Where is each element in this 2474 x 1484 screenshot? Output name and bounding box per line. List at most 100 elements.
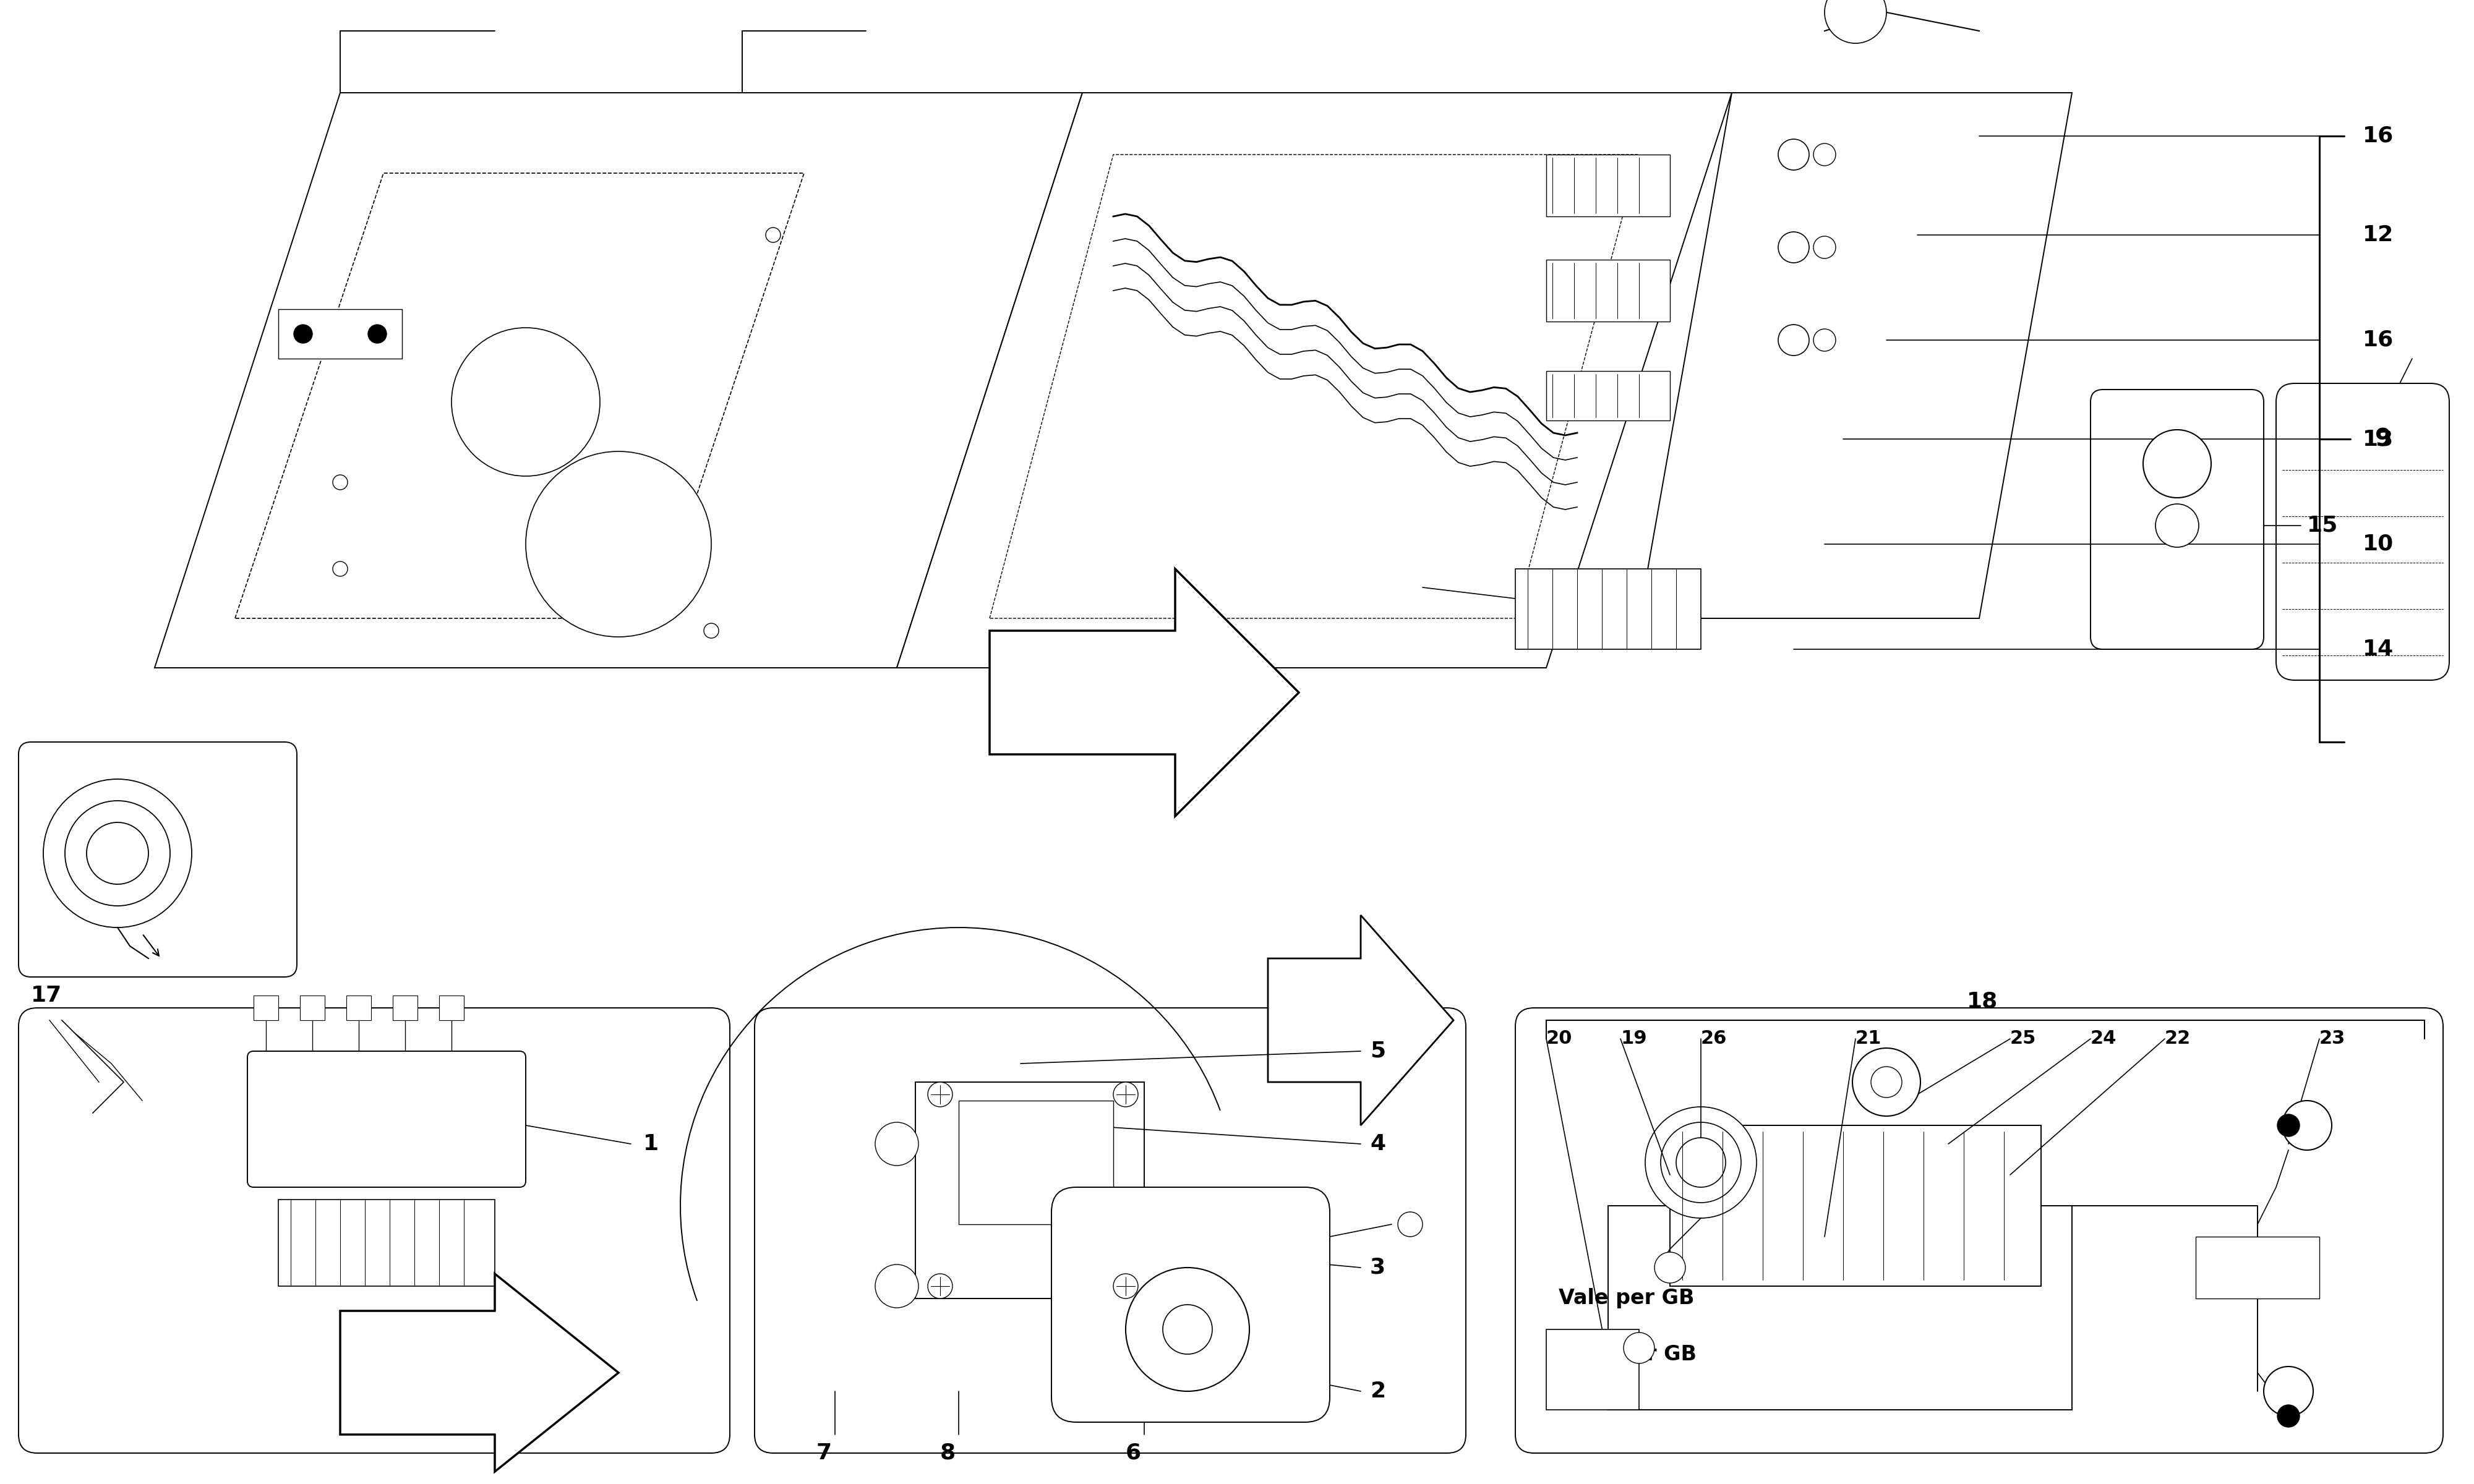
Polygon shape: [1546, 260, 1670, 322]
Polygon shape: [1546, 154, 1670, 217]
Circle shape: [1813, 144, 1836, 166]
FancyBboxPatch shape: [2091, 389, 2264, 650]
Circle shape: [1813, 236, 1836, 258]
Polygon shape: [1638, 92, 2073, 619]
Circle shape: [450, 328, 599, 476]
Circle shape: [2276, 1405, 2301, 1428]
Polygon shape: [153, 92, 1084, 668]
Polygon shape: [346, 996, 371, 1021]
Polygon shape: [1267, 916, 1455, 1125]
Circle shape: [1677, 1138, 1727, 1187]
Text: 16: 16: [2363, 126, 2395, 147]
Polygon shape: [393, 996, 418, 1021]
Circle shape: [767, 227, 782, 242]
Text: 11: 11: [1583, 595, 1616, 616]
Circle shape: [294, 325, 312, 343]
Text: 19: 19: [1620, 1030, 1648, 1048]
Text: 18: 18: [1967, 991, 1999, 1012]
FancyBboxPatch shape: [247, 1051, 524, 1187]
Polygon shape: [235, 174, 804, 619]
Polygon shape: [1514, 568, 1702, 650]
Circle shape: [64, 801, 171, 905]
Text: 3: 3: [1371, 1257, 1385, 1278]
Circle shape: [369, 325, 386, 343]
Text: 15: 15: [2306, 515, 2338, 536]
Text: Vale per GB: Vale per GB: [1559, 1288, 1695, 1309]
Circle shape: [2276, 1114, 2301, 1137]
Circle shape: [2142, 430, 2212, 497]
Polygon shape: [341, 1273, 618, 1472]
Text: 16: 16: [2363, 329, 2395, 350]
Polygon shape: [277, 309, 401, 359]
Text: 24: 24: [2091, 1030, 2118, 1048]
Circle shape: [876, 1264, 918, 1307]
Polygon shape: [915, 1082, 1143, 1298]
Circle shape: [1813, 329, 1836, 352]
Text: 22: 22: [2165, 1030, 2192, 1048]
Polygon shape: [1670, 1125, 2041, 1287]
Circle shape: [332, 475, 346, 490]
Circle shape: [928, 1082, 952, 1107]
Circle shape: [2264, 1367, 2313, 1416]
Text: 21: 21: [1856, 1030, 1883, 1048]
FancyBboxPatch shape: [1051, 1187, 1331, 1422]
Polygon shape: [2197, 1236, 2321, 1298]
Circle shape: [1870, 1067, 1903, 1098]
Polygon shape: [252, 996, 277, 1021]
Circle shape: [1126, 1267, 1249, 1392]
Circle shape: [1623, 1333, 1655, 1364]
Polygon shape: [896, 92, 1732, 668]
Circle shape: [2281, 1101, 2331, 1150]
Circle shape: [2155, 505, 2199, 548]
Circle shape: [705, 623, 717, 638]
Text: 17: 17: [30, 985, 62, 1006]
Text: 6: 6: [1126, 1442, 1141, 1463]
Polygon shape: [990, 568, 1299, 816]
Circle shape: [1853, 1048, 1920, 1116]
Text: 14: 14: [2363, 638, 2395, 660]
FancyBboxPatch shape: [2276, 383, 2449, 680]
Polygon shape: [1546, 1330, 1638, 1410]
Text: 9: 9: [2375, 427, 2392, 451]
Circle shape: [1163, 1304, 1212, 1353]
FancyBboxPatch shape: [20, 742, 297, 976]
Text: 23: 23: [2321, 1030, 2345, 1048]
Circle shape: [1645, 1107, 1757, 1218]
Text: 1: 1: [643, 1134, 658, 1155]
Circle shape: [1779, 232, 1808, 263]
Polygon shape: [960, 1101, 1113, 1224]
Text: 25: 25: [2009, 1030, 2036, 1048]
Polygon shape: [277, 1199, 495, 1287]
Text: 20: 20: [1546, 1030, 1573, 1048]
Text: 7: 7: [816, 1442, 831, 1463]
Circle shape: [1779, 139, 1808, 171]
Circle shape: [1826, 0, 1888, 43]
FancyBboxPatch shape: [755, 1008, 1465, 1453]
Circle shape: [1660, 1122, 1742, 1202]
Circle shape: [1113, 1082, 1138, 1107]
Circle shape: [876, 1122, 918, 1165]
Polygon shape: [1546, 371, 1670, 420]
Text: 26: 26: [1702, 1030, 1727, 1048]
Circle shape: [1655, 1252, 1685, 1284]
Text: 10: 10: [2363, 534, 2395, 555]
Text: 5: 5: [1371, 1040, 1385, 1061]
Circle shape: [1779, 325, 1808, 356]
Circle shape: [45, 779, 193, 927]
Text: 13: 13: [2363, 429, 2395, 450]
Text: 2: 2: [1371, 1380, 1385, 1402]
Text: 4: 4: [1371, 1134, 1385, 1155]
Polygon shape: [440, 996, 465, 1021]
Text: 12: 12: [2363, 224, 2395, 245]
FancyBboxPatch shape: [20, 1008, 730, 1453]
Text: Valid for GB: Valid for GB: [1559, 1345, 1697, 1364]
Circle shape: [1398, 1212, 1423, 1236]
Polygon shape: [990, 154, 1638, 619]
Circle shape: [524, 451, 713, 637]
Polygon shape: [299, 996, 324, 1021]
FancyBboxPatch shape: [1514, 1008, 2444, 1453]
Text: 8: 8: [940, 1442, 955, 1463]
Polygon shape: [1608, 1205, 2073, 1410]
Circle shape: [332, 561, 346, 576]
Circle shape: [1113, 1273, 1138, 1298]
